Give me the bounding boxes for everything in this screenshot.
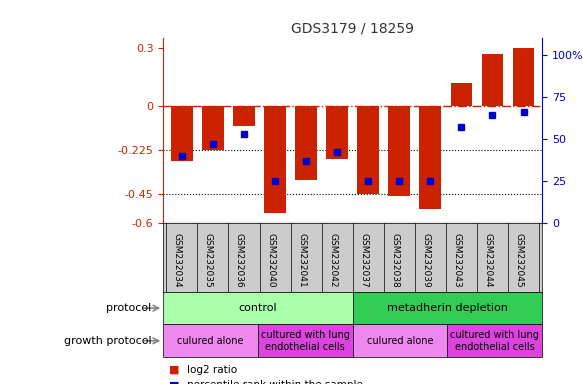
Text: control: control <box>238 303 278 313</box>
Bar <box>163 292 353 324</box>
Text: GSM232043: GSM232043 <box>452 233 461 288</box>
Text: GSM232041: GSM232041 <box>297 233 306 288</box>
Text: culured alone: culured alone <box>367 336 433 346</box>
Text: cultured with lung
endothelial cells: cultured with lung endothelial cells <box>261 330 350 352</box>
Bar <box>482 54 503 106</box>
Bar <box>388 106 410 195</box>
Text: GSM232035: GSM232035 <box>204 233 213 288</box>
Bar <box>326 106 348 159</box>
Text: metadherin depletion: metadherin depletion <box>387 303 508 313</box>
Bar <box>233 106 255 126</box>
Text: culured alone: culured alone <box>177 336 244 346</box>
Text: GSM232044: GSM232044 <box>483 233 493 288</box>
Bar <box>357 106 379 194</box>
Bar <box>420 106 441 209</box>
Text: GSM232034: GSM232034 <box>173 233 182 288</box>
Text: GSM232037: GSM232037 <box>359 233 368 288</box>
Text: percentile rank within the sample: percentile rank within the sample <box>187 380 363 384</box>
Text: ■: ■ <box>169 380 180 384</box>
Text: protocol: protocol <box>106 303 152 313</box>
Text: growth protocol: growth protocol <box>64 336 152 346</box>
Bar <box>202 106 224 150</box>
Text: GSM232036: GSM232036 <box>235 233 244 288</box>
Bar <box>448 324 542 357</box>
Bar <box>512 48 535 106</box>
Text: ■: ■ <box>169 365 180 375</box>
Bar <box>353 324 448 357</box>
Title: GDS3179 / 18259: GDS3179 / 18259 <box>292 22 414 36</box>
Text: GSM232038: GSM232038 <box>390 233 399 288</box>
Bar <box>163 324 258 357</box>
Bar <box>353 292 542 324</box>
Text: GSM232039: GSM232039 <box>422 233 430 288</box>
Bar <box>258 324 353 357</box>
Bar <box>264 106 286 213</box>
Bar <box>451 83 472 106</box>
Text: GSM232042: GSM232042 <box>328 233 337 288</box>
Text: cultured with lung
endothelial cells: cultured with lung endothelial cells <box>451 330 539 352</box>
Text: log2 ratio: log2 ratio <box>187 365 237 375</box>
Text: GSM232040: GSM232040 <box>266 233 275 288</box>
Bar <box>171 106 193 161</box>
Bar <box>295 106 317 180</box>
Text: GSM232045: GSM232045 <box>515 233 524 288</box>
